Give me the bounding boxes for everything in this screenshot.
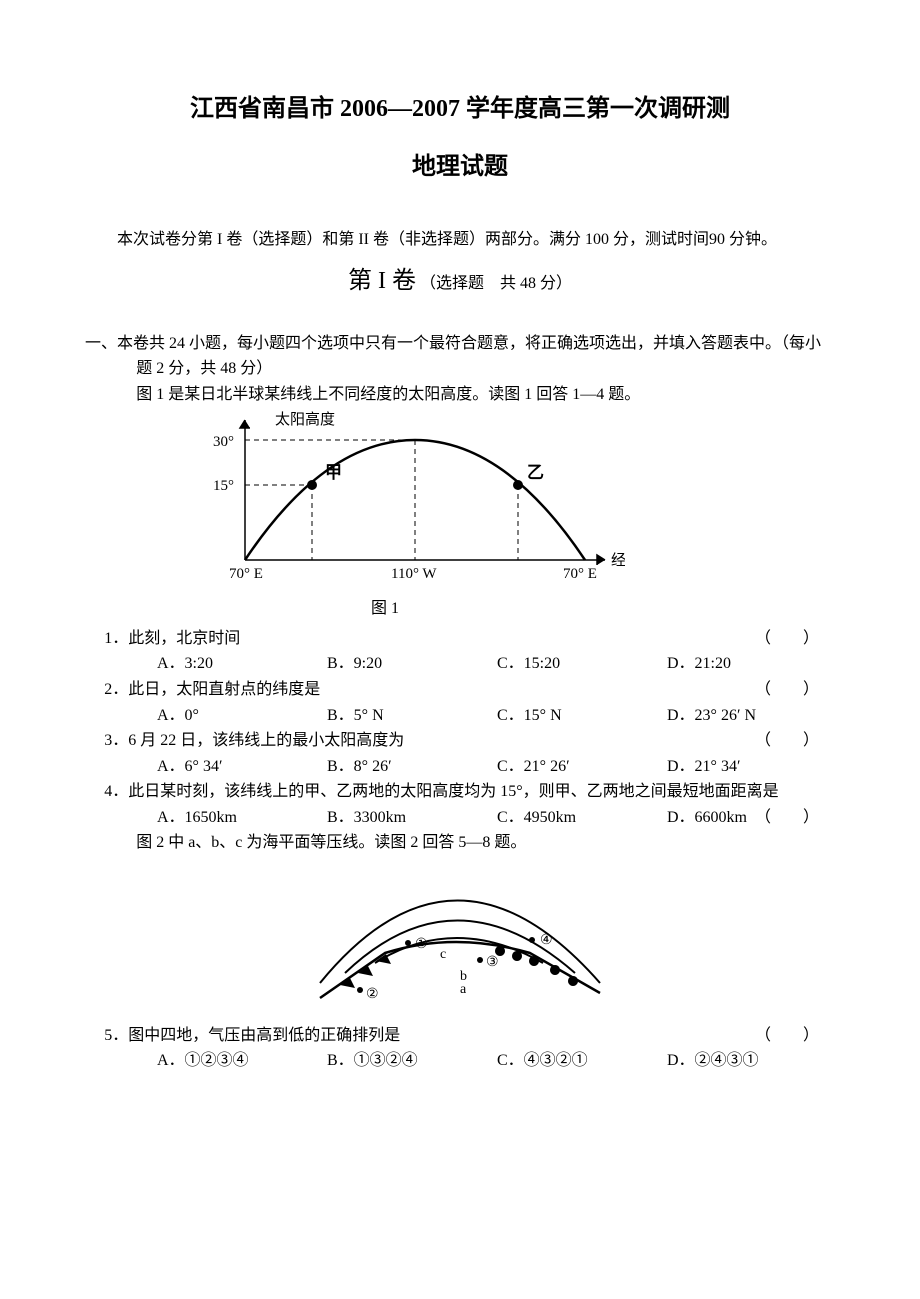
question-1: 1．此刻，北京时间 （ ） — [85, 626, 835, 652]
question-number: 5． — [104, 1027, 128, 1044]
page-title: 江西省南昌市 2006—2007 学年度高三第一次调研测 — [85, 90, 835, 128]
svg-text:太阳高度: 太阳高度 — [275, 411, 335, 428]
svg-text:a: a — [460, 982, 467, 997]
option-c: C．4950km — [497, 805, 667, 831]
svg-text:甲: 甲 — [325, 463, 342, 482]
svg-text:乙: 乙 — [527, 463, 544, 482]
volume-number: 第 I 卷 — [348, 268, 416, 294]
svg-text:70° E: 70° E — [229, 566, 263, 582]
volume-heading: 第 I 卷 （选择题 共 48 分） — [85, 262, 835, 300]
question-4: 4．此日某时刻，该纬线上的甲、乙两地的太阳高度均为 15°，则甲、乙两地之间最短… — [85, 779, 835, 805]
svg-text:b: b — [460, 969, 467, 984]
question-number: 4． — [104, 783, 128, 800]
answer-blank: （ ） — [787, 677, 819, 703]
option-c: C．④③②① — [497, 1048, 667, 1074]
question-3: 3．6 月 22 日，该纬线上的最小太阳高度为 （ ） — [85, 728, 835, 754]
question-3-options: A．6° 34′ B．8° 26′ C．21° 26′ D．21° 34′ — [85, 754, 835, 780]
svg-text:30°: 30° — [213, 434, 234, 450]
question-text: 图中四地，气压由高到低的正确排列是 — [128, 1027, 400, 1044]
option-b: B．①③②④ — [327, 1048, 497, 1074]
intro-paragraph: 本次试卷分第 I 卷（选择题）和第 II 卷（非选择题）两部分。满分 100 分… — [85, 227, 835, 253]
option-b: B．3300km — [327, 805, 497, 831]
answer-blank: （ ） — [787, 1023, 819, 1049]
option-a: A．1650km — [157, 805, 327, 831]
option-d: D．21° 34′ — [667, 754, 837, 780]
svg-text:②: ② — [366, 987, 379, 1002]
question-2-options: A．0° B．5° N C．15° N D．23° 26′ N — [85, 703, 835, 729]
option-d: D．23° 26′ N — [667, 703, 837, 729]
option-b: B．5° N — [327, 703, 497, 729]
question-4-options: A．1650km B．3300km C．4950km D．6600km — [85, 805, 835, 831]
svg-text:经度: 经度 — [611, 552, 625, 569]
option-d: D．21:20 — [667, 651, 837, 677]
figure-1: 30° 15° 70° E 110° W 70° E 经度 太阳高度 甲 乙 — [205, 410, 835, 599]
option-c: C．21° 26′ — [497, 754, 667, 780]
page-subtitle: 地理试题 — [85, 148, 835, 186]
option-a: A．6° 34′ — [157, 754, 327, 780]
option-c: C．15° N — [497, 703, 667, 729]
question-number: 2． — [104, 681, 128, 698]
question-number: 1． — [104, 630, 128, 647]
figure1-intro: 图 1 是某日北半球某纬线上不同经度的太阳高度。读图 1 回答 1—4 题。 — [85, 382, 835, 408]
svg-text:15°: 15° — [213, 478, 234, 494]
option-b: B．9:20 — [327, 651, 497, 677]
option-d: D．②④③① — [667, 1048, 837, 1074]
volume-desc: （选择题 共 48 分） — [420, 275, 572, 292]
answer-blank: （ ） — [787, 728, 819, 754]
svg-text:①: ① — [415, 937, 428, 952]
question-5-options: A．①②③④ B．①③②④ C．④③②① D．②④③① — [85, 1048, 835, 1074]
answer-blank: （ ） — [755, 805, 819, 831]
svg-text:③: ③ — [486, 955, 499, 970]
option-a: A．0° — [157, 703, 327, 729]
section-heading: 一、本卷共 24 小题，每小题四个选项中只有一个最符合题意，将正确选项选出，并填… — [85, 331, 835, 382]
figure2-intro: 图 2 中 a、b、c 为海平面等压线。读图 2 回答 5—8 题。 — [85, 830, 835, 856]
option-b: B．8° 26′ — [327, 754, 497, 780]
option-a: A．①②③④ — [157, 1048, 327, 1074]
option-a: A．3:20 — [157, 651, 327, 677]
svg-text:110° W: 110° W — [391, 566, 437, 582]
question-5: 5．图中四地，气压由高到低的正确排列是 （ ） — [85, 1023, 835, 1049]
question-text: 此刻，北京时间 — [128, 630, 240, 647]
question-1-options: A．3:20 B．9:20 C．15:20 D．21:20 — [85, 651, 835, 677]
question-text: 6 月 22 日，该纬线上的最小太阳高度为 — [128, 732, 404, 749]
svg-text:70° E: 70° E — [563, 566, 597, 582]
figure1-caption: 图 1 — [85, 596, 565, 622]
svg-text:c: c — [440, 947, 446, 962]
svg-text:④: ④ — [540, 933, 553, 948]
question-2: 2．此日，太阳直射点的纬度是 （ ） — [85, 677, 835, 703]
figure-2: ① ② ③ ④ a b c — [85, 858, 835, 1017]
answer-blank: （ ） — [787, 626, 819, 652]
question-text: 此日某时刻，该纬线上的甲、乙两地的太阳高度均为 15°，则甲、乙两地之间最短地面… — [128, 783, 778, 800]
question-number: 3． — [104, 732, 128, 749]
option-c: C．15:20 — [497, 651, 667, 677]
question-text: 此日，太阳直射点的纬度是 — [128, 681, 320, 698]
